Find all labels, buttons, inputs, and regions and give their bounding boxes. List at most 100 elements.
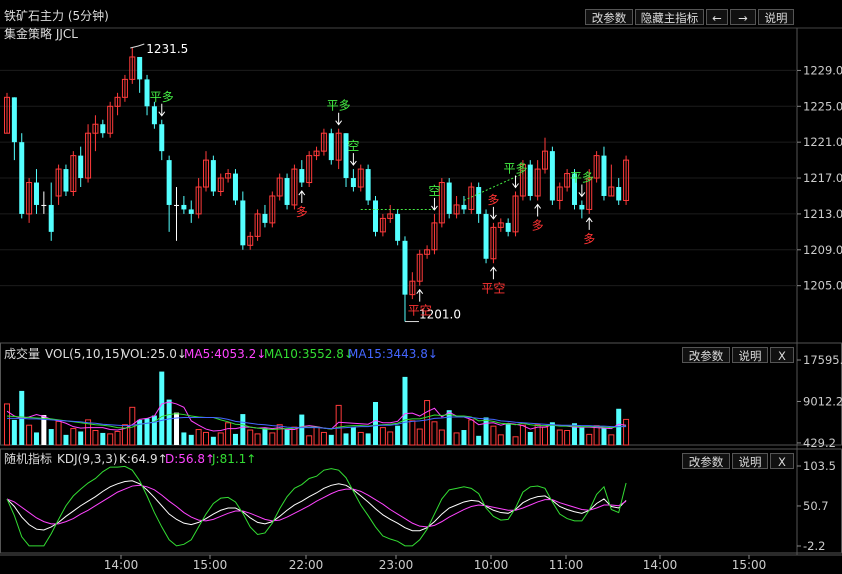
candle-body — [446, 182, 452, 214]
volume-bar — [33, 432, 39, 445]
candle-body — [453, 204, 460, 215]
volume-ma15: MA15:3443.8↓ — [348, 347, 438, 361]
volume-bar — [254, 433, 261, 446]
signal-label: 多 — [296, 205, 308, 219]
volume-tick-label: 9012.2 — [803, 394, 842, 408]
candle-body — [129, 56, 136, 80]
candle-body — [527, 164, 533, 196]
volume-bar — [476, 435, 482, 445]
time-tick-label: 10:00 — [474, 558, 509, 572]
candle-body — [556, 186, 563, 201]
volume-bar — [107, 433, 114, 446]
volume-bar — [63, 434, 69, 445]
candle-body — [48, 204, 54, 232]
kdj-help-button[interactable]: 说明 — [732, 453, 768, 469]
signal-arrow-up — [585, 217, 593, 230]
signal-arrow-down — [431, 197, 438, 211]
volume-bar — [137, 419, 143, 445]
candle-body — [166, 160, 172, 205]
candle-body — [328, 133, 334, 161]
volume-bar — [262, 428, 268, 445]
volume-bar — [402, 376, 408, 445]
volume-bar — [313, 426, 320, 446]
candle-body — [159, 124, 165, 152]
volume-value: VOL:25.0↓ — [122, 347, 187, 361]
candle-body — [379, 217, 386, 233]
candle-body — [100, 124, 106, 134]
volume-bar — [608, 434, 615, 446]
candle-body — [114, 96, 121, 107]
candle-body — [395, 213, 401, 241]
kdj-line — [6, 465, 627, 547]
kdj-j-value: J:81.1↑ — [212, 452, 257, 466]
volume-bar — [365, 433, 371, 445]
candle-body — [335, 132, 342, 161]
arrow-right-icon[interactable]: → — [730, 9, 756, 25]
candle-body — [107, 105, 114, 134]
kdj-line — [6, 484, 627, 528]
volume-bar — [549, 422, 555, 445]
volume-bar — [527, 431, 533, 445]
candle-body — [174, 204, 180, 206]
hide-main-indicator-button[interactable]: 隐藏主指标 — [635, 9, 704, 25]
volume-bar — [505, 424, 511, 445]
volume-bar — [195, 429, 202, 446]
volume-bar — [26, 424, 33, 446]
help-button[interactable]: 说明 — [758, 9, 794, 25]
volume-bar — [217, 432, 224, 446]
signal-arrow-up — [298, 190, 306, 204]
price-tick-label: 1221.0 — [803, 135, 842, 149]
volume-close-icon[interactable]: X — [770, 347, 794, 363]
volume-bar — [181, 432, 187, 445]
volume-help-button[interactable]: 说明 — [732, 347, 768, 363]
volume-bar — [48, 429, 54, 445]
candle-body — [623, 159, 630, 201]
volume-bar — [335, 404, 342, 446]
volume-bar — [416, 428, 423, 446]
signal-label: 平多 — [504, 162, 528, 176]
signal-arrow-down — [490, 206, 497, 220]
volume-bar — [490, 425, 497, 446]
signal-label: 多 — [532, 218, 544, 232]
volume-bar — [100, 432, 106, 445]
candle-body — [232, 173, 238, 201]
signal-label: 空 — [347, 139, 359, 153]
candle-body — [534, 168, 541, 197]
time-tick-label: 15:00 — [732, 558, 767, 572]
arrow-left-icon[interactable]: ← — [706, 9, 728, 25]
candle-body — [85, 132, 92, 179]
signal-arrow-down — [578, 184, 586, 198]
candle-body — [320, 132, 327, 152]
candle-body — [490, 226, 497, 260]
candle-body — [608, 186, 615, 197]
volume-bar — [586, 433, 593, 446]
candle-body — [497, 222, 504, 228]
candle-body — [416, 253, 423, 282]
signal-arrow-down — [158, 103, 166, 117]
candle-body — [55, 168, 62, 197]
candle-body — [78, 155, 84, 179]
volume-bar — [512, 436, 519, 446]
candle-body — [549, 151, 555, 201]
volume-bar — [41, 415, 47, 445]
volume-bar — [299, 414, 305, 445]
kdj-edit-params-button[interactable]: 改参数 — [682, 453, 730, 469]
candle-body — [269, 195, 276, 224]
volume-params: VOL(5,10,15) — [45, 347, 125, 361]
volume-panel-name: 成交量 — [4, 347, 41, 361]
candle-body — [217, 177, 224, 192]
candle-body — [240, 200, 246, 246]
candle-body — [519, 164, 526, 197]
kdj-close-icon[interactable]: X — [770, 453, 794, 469]
signal-label: 平多 — [570, 170, 594, 184]
candle-body — [365, 169, 371, 201]
edit-params-button[interactable]: 改参数 — [585, 9, 633, 25]
time-tick-label: 11:00 — [549, 558, 584, 572]
signal-label: 多 — [583, 232, 595, 246]
volume-bar — [395, 425, 401, 445]
volume-bar — [424, 400, 431, 446]
volume-edit-params-button[interactable]: 改参数 — [682, 347, 730, 363]
volume-bar — [468, 419, 475, 446]
volume-bar — [623, 418, 630, 446]
